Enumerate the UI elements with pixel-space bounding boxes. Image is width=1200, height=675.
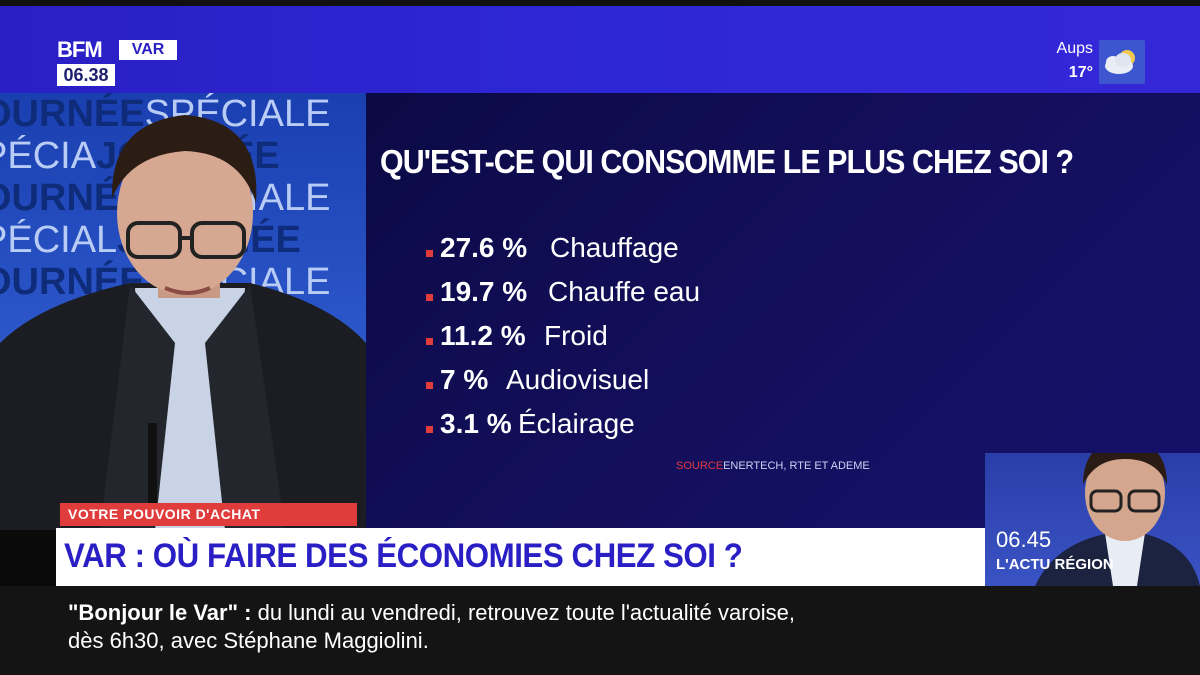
- stat-value: 19.7 %: [440, 276, 528, 307]
- backdrop-word: PÉCIA: [0, 135, 97, 177]
- ticker-show-name: "Bonjour le Var" :: [68, 600, 252, 625]
- stat-label: Éclairage: [518, 408, 635, 439]
- square-bullet-icon: [426, 426, 433, 433]
- stat-value: 27.6 %: [440, 232, 528, 263]
- stat-label: Audiovisuel: [506, 364, 650, 395]
- ticker-line-2: dès 6h30, avec Stéphane Maggiolini.: [68, 628, 429, 653]
- weather-city: Aups: [1056, 40, 1093, 57]
- promo-presenter-image: [1035, 453, 1200, 586]
- news-ticker: "Bonjour le Var" : du lundi au vendredi,…: [0, 586, 1200, 675]
- channel-clock: 06.38: [57, 64, 115, 86]
- backdrop-word: OURNÉE: [0, 93, 145, 135]
- top-band: BFM VAR 06.38 Aups 17°: [0, 0, 1200, 93]
- logo-main: BFM: [57, 37, 103, 62]
- weather-temperature: 17°: [1068, 64, 1093, 81]
- stat-value: 3.1 %: [440, 408, 512, 439]
- square-bullet-icon: [426, 382, 433, 389]
- source-label: SOURCE: [676, 460, 724, 472]
- next-show-promo: 06.45 L'ACTU RÉGION: [985, 453, 1200, 586]
- infographic-title: QU'EST-CE QUI CONSOMME LE PLUS CHEZ SOI …: [380, 143, 1074, 180]
- headline-bar: VAR : OÙ FAIRE DES ÉCONOMIES CHEZ SOI ?: [56, 528, 985, 586]
- square-bullet-icon: [426, 338, 433, 345]
- ticker-text: du lundi au vendredi, retrouvez toute l'…: [257, 600, 795, 625]
- cloudy-sun-icon: [1099, 40, 1145, 84]
- ticker-line-1: "Bonjour le Var" : du lundi au vendredi,…: [68, 600, 795, 626]
- backdrop-word: PÉCIAL: [0, 219, 118, 261]
- square-bullet-icon: [426, 250, 433, 257]
- square-bullet-icon: [426, 294, 433, 301]
- studio-camera: OURNÉESPÉCIALE PÉCIAJOURNÉE OURNÉESPÉCIA…: [0, 93, 366, 530]
- section-tag: VOTRE POUVOIR D'ACHAT: [60, 503, 357, 526]
- presenter-image: [0, 115, 366, 530]
- source-text: ENERTECH, RTE ET ADEME: [723, 460, 870, 472]
- source-credit: SOURCEENERTECH, RTE ET ADEME: [676, 460, 870, 472]
- logo-region: VAR: [119, 40, 177, 60]
- stat-value: 7 %: [440, 364, 489, 395]
- stat-value: 11.2 %: [440, 320, 526, 351]
- promo-label: L'ACTU RÉGION: [996, 556, 1114, 573]
- stat-label: Chauffe eau: [548, 276, 701, 307]
- stat-label: Froid: [544, 320, 608, 351]
- headline: VAR : OÙ FAIRE DES ÉCONOMIES CHEZ SOI ?: [64, 537, 743, 575]
- promo-time: 06.45: [996, 527, 1052, 552]
- stat-label: Chauffage: [550, 232, 679, 263]
